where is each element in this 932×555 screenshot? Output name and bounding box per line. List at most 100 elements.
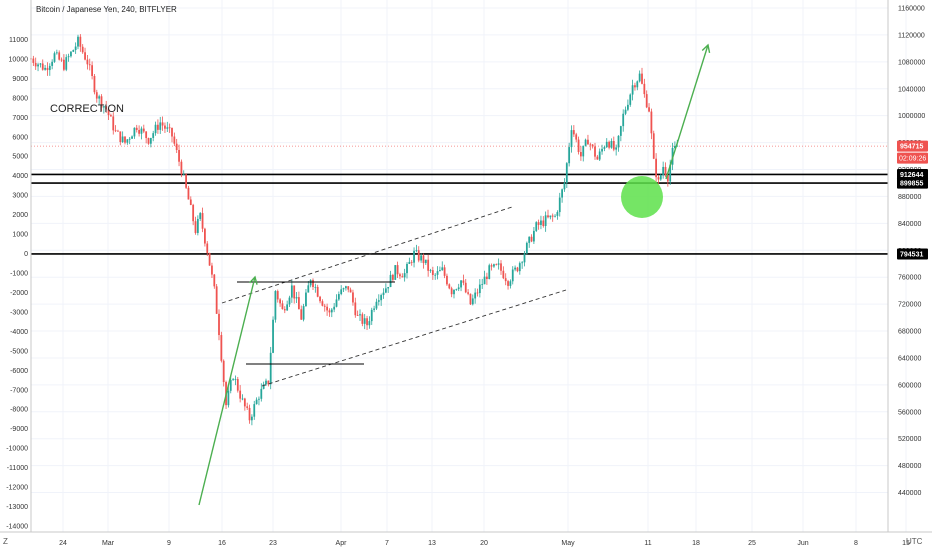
- candle-body: [307, 285, 310, 293]
- candle-body: [516, 267, 519, 272]
- candle-body: [446, 275, 448, 285]
- auto-scale-button[interactable]: Z: [3, 537, 8, 546]
- candle-body: [580, 152, 582, 157]
- candle-body: [185, 174, 187, 188]
- chart-title: Bitcoin / Japanese Yen, 240, BITFLYER: [36, 5, 177, 14]
- time-axis-tick-label: 13: [428, 540, 436, 547]
- candle-body: [361, 314, 364, 324]
- right-axis-tick-label: 1160000: [898, 6, 925, 13]
- candle-body: [453, 289, 455, 295]
- candle-body: [211, 265, 213, 275]
- candle-body: [274, 291, 277, 320]
- candle-body: [558, 197, 561, 213]
- candle-body: [666, 175, 669, 182]
- candle-body: [312, 279, 314, 288]
- candle-body: [65, 57, 68, 70]
- candle-body: [112, 116, 115, 131]
- time-axis-tick-label: 9: [167, 540, 171, 547]
- candle-body: [460, 280, 462, 288]
- candle-body: [396, 265, 399, 275]
- candle-body: [474, 292, 477, 299]
- candle-body: [368, 321, 371, 326]
- candle-body: [199, 213, 202, 219]
- target-arrow-head: [701, 43, 711, 53]
- candle-body: [392, 274, 394, 280]
- candle-body: [110, 115, 112, 117]
- candle-body: [434, 274, 437, 276]
- candle-body: [140, 128, 143, 134]
- candle-body: [293, 285, 296, 299]
- candle-body: [147, 138, 150, 144]
- right-axis-tick-label: 600000: [898, 382, 921, 389]
- candle-body: [157, 124, 159, 130]
- candle-body: [535, 222, 538, 231]
- candle-body: [413, 250, 415, 263]
- candle-body: [596, 156, 599, 160]
- candle-body: [540, 220, 542, 225]
- candle-body: [359, 314, 361, 316]
- candle-body: [314, 286, 317, 288]
- time-axis-tick-label: Mar: [102, 540, 115, 547]
- candle-body: [208, 252, 211, 266]
- horizontal-levels: [31, 145, 888, 255]
- candle-body: [523, 253, 526, 263]
- left-axis-tick-label: 3000: [12, 193, 28, 200]
- time-axis-tick-label: 7: [385, 540, 389, 547]
- candle-body: [427, 259, 430, 271]
- candle-body: [173, 136, 176, 144]
- candle-body: [187, 187, 190, 200]
- time-axis-tick-label: Jun: [797, 540, 808, 547]
- candle-body: [601, 148, 603, 152]
- right-axis-tick-label: 640000: [898, 355, 921, 362]
- candle-body: [227, 390, 230, 406]
- countdown-label: 02:09:26: [899, 156, 926, 163]
- timezone-label[interactable]: UTC: [906, 537, 923, 546]
- time-axis-tick-label: 23: [269, 540, 277, 547]
- candle-body: [81, 46, 84, 53]
- candle-body: [95, 92, 98, 99]
- candle-body: [79, 36, 82, 47]
- candle-body: [366, 318, 368, 326]
- candle-body: [471, 298, 474, 305]
- candle-body: [617, 135, 620, 148]
- candle-body: [161, 122, 164, 126]
- candle-body: [537, 222, 540, 225]
- candle-body: [486, 276, 488, 280]
- level-price-label-bg: [897, 177, 928, 189]
- candle-body: [511, 269, 514, 282]
- candle-body: [436, 271, 439, 275]
- candle-body: [119, 131, 122, 143]
- candle-body: [300, 309, 303, 320]
- right-axis-tick-label: 440000: [898, 490, 921, 497]
- candle-body: [86, 59, 89, 65]
- candle-body: [542, 220, 545, 226]
- time-axis-tick-label: 18: [692, 540, 700, 547]
- candle-body: [258, 398, 260, 400]
- candle-body: [298, 297, 300, 310]
- candle-body: [424, 259, 427, 264]
- candle-body: [561, 189, 563, 198]
- time-axis-tick-label: 11: [644, 540, 651, 547]
- correction-annotation: CORRECTION: [50, 103, 124, 115]
- candle-body: [347, 286, 350, 290]
- candle-body: [105, 106, 108, 110]
- level-price-label-bg: [897, 248, 928, 260]
- candle-body: [60, 59, 63, 61]
- left-axis-tick-label: -9000: [10, 426, 28, 433]
- candle-body: [455, 289, 458, 290]
- candle-body: [502, 270, 505, 279]
- candle-body: [450, 288, 453, 295]
- candle-body: [420, 255, 422, 261]
- left-axis-tick-label: 1000: [12, 232, 28, 239]
- candle-body: [401, 276, 404, 278]
- candle-body: [354, 302, 357, 316]
- candle-body: [547, 215, 549, 218]
- candle-body: [488, 265, 491, 280]
- right-axis-tick-label: 720000: [898, 302, 921, 309]
- candle-body: [67, 56, 70, 58]
- candle-body: [636, 81, 639, 88]
- candle-body: [117, 130, 119, 132]
